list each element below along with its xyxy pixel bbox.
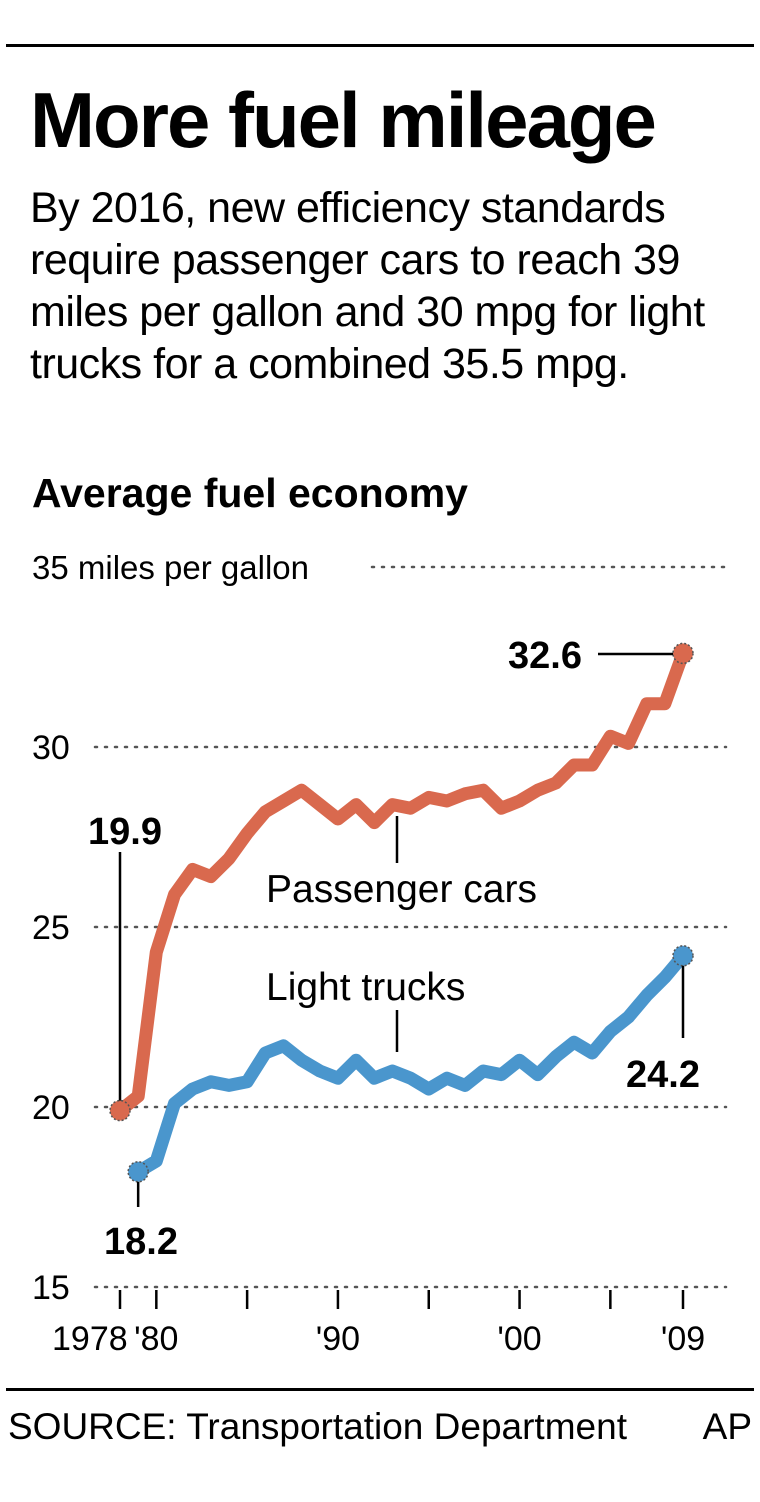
y-tick-label-15: 15	[32, 1269, 70, 1307]
value-label-cars-end: 32.6	[508, 635, 582, 677]
series-layer	[113, 646, 690, 1179]
top-rule	[6, 44, 754, 47]
gridlines: 15 20 25 30 35 miles per gallon	[32, 549, 728, 1307]
y-tick-label-20: 20	[32, 1089, 70, 1127]
x-tick-label-1990: '90	[316, 1320, 360, 1358]
x-tick-label-2009: '09	[661, 1320, 705, 1358]
series-label-trucks: Light trucks	[266, 966, 465, 1009]
marker-trucks-end	[672, 945, 694, 967]
y-tick-label-25: 25	[32, 909, 70, 947]
source-note: SOURCE: Transportation Department	[8, 1406, 627, 1447]
labels-layer: 19.9 32.6 18.2 24.2 Passenger cars Light truc…	[88, 635, 700, 1263]
x-tick-label-1978: 1978	[52, 1320, 128, 1358]
series-label-cars: Passenger cars	[266, 868, 537, 911]
marker-trucks-start	[127, 1161, 149, 1183]
passenger_cars-line	[113, 646, 690, 1118]
bottom-rule	[6, 1388, 754, 1391]
light_trucks-line	[131, 949, 690, 1179]
value-label-trucks-end: 24.2	[626, 1054, 700, 1096]
marker-cars-start	[109, 1099, 131, 1122]
x-tick-label-1980: '80	[134, 1320, 178, 1358]
chart-title: Average fuel economy	[32, 470, 468, 516]
credit-note: AP	[702, 1406, 752, 1447]
x-axis: 1978'80 '90 '00 '09	[52, 1290, 705, 1358]
x-tick-label-2000: '00	[497, 1320, 541, 1358]
value-label-cars-start: 19.9	[88, 811, 162, 853]
page-subtitle: By 2016, new efficiency standards requir…	[30, 184, 705, 388]
marker-cars-end	[672, 642, 694, 665]
y-axis-title: 35 miles per gallon	[32, 549, 309, 586]
fuel-economy-chart: 15 20 25 30 35 miles per gallon 1978'80 '90 '0…	[32, 549, 728, 1358]
y-tick-label-30: 30	[32, 729, 70, 767]
page-title: More fuel mileage	[30, 76, 657, 164]
value-label-trucks-start: 18.2	[104, 1221, 178, 1263]
